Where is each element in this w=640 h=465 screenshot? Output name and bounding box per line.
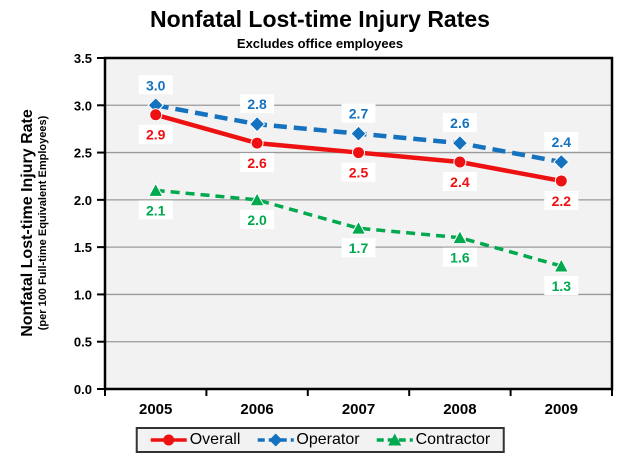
x-tick-label-2008: 2008	[443, 401, 476, 418]
data-label-overall-2005: 2.9	[146, 127, 166, 143]
data-label-operator-2005: 3.0	[146, 77, 166, 93]
data-label-operator-2007: 2.7	[349, 106, 369, 122]
data-label-box-operator-2005	[138, 75, 173, 95]
x-tick-label-2006: 2006	[240, 401, 273, 418]
marker-overall-2005	[149, 108, 163, 122]
marker-operator-2009	[553, 153, 570, 171]
y-tick-label-1.0: 1.0	[74, 287, 92, 302]
data-label-box-overall-2009	[544, 190, 579, 210]
y-tick-label-1.5: 1.5	[74, 240, 92, 255]
data-label-overall-2009: 2.2	[552, 193, 572, 209]
data-label-box-overall-2005	[138, 124, 173, 144]
marker-contractor-2009	[553, 258, 570, 273]
legend-entry-overall: Overall	[150, 431, 241, 449]
x-tick-label-2007: 2007	[342, 401, 375, 418]
marker-operator-2007	[350, 125, 367, 142]
legend-marker-operator-icon	[257, 433, 294, 447]
marker-contractor-2007	[350, 220, 367, 235]
y-tick-label-2.5: 2.5	[74, 146, 92, 161]
data-label-operator-2008: 2.6	[450, 115, 470, 131]
data-label-operator-2009: 2.4	[552, 134, 572, 150]
data-label-box-overall-2008	[442, 172, 477, 192]
marker-operator-2008	[451, 134, 469, 152]
marker-contractor-2008	[452, 229, 468, 245]
series-line-contractor	[155, 188, 562, 268]
marker-overall-2007	[352, 146, 365, 160]
legend-entry-operator: Operator	[256, 431, 360, 449]
data-label-box-operator-2007	[341, 103, 376, 123]
data-label-box-overall-2007	[341, 162, 376, 182]
data-label-box-contractor-2005	[138, 200, 173, 220]
data-label-box-operator-2009	[544, 132, 579, 152]
data-label-box-contractor-2006	[240, 209, 275, 229]
data-label-contractor-2005: 2.1	[146, 202, 166, 218]
legend: Overall Operator Contractor	[135, 427, 505, 453]
marker-overall-2006	[250, 136, 264, 150]
data-label-contractor-2006: 2.0	[247, 212, 267, 228]
data-label-overall-2008: 2.4	[450, 174, 470, 190]
y-tick-label-0.5: 0.5	[74, 335, 92, 350]
legend-label-operator: Operator	[296, 431, 360, 448]
data-label-overall-2006: 2.6	[247, 155, 267, 171]
data-label-box-contractor-2007	[341, 238, 376, 258]
plot-border	[103, 56, 614, 391]
y-tick-label-2.0: 2.0	[74, 193, 92, 208]
data-label-box-overall-2006	[240, 153, 275, 173]
chart-title: Nonfatal Lost-time Injury Rates	[150, 6, 490, 32]
legend-marker-overall-icon	[150, 434, 187, 446]
data-label-overall-2007: 2.5	[349, 165, 369, 181]
legend-marker-contractor-icon	[376, 433, 413, 446]
data-label-box-contractor-2009	[544, 276, 579, 296]
marker-overall-2008	[453, 155, 467, 169]
data-label-box-operator-2008	[442, 113, 477, 133]
data-label-contractor-2008: 1.6	[450, 250, 470, 266]
marker-overall-2009	[554, 174, 568, 188]
data-label-contractor-2007: 1.7	[349, 240, 369, 256]
legend-entry-contractor: Contractor	[376, 431, 491, 449]
data-label-box-operator-2006	[240, 94, 275, 114]
data-label-contractor-2009: 1.3	[552, 278, 572, 294]
chart-subtitle: Excludes office employees	[236, 36, 404, 51]
y-tick-label-0.0: 0.0	[74, 382, 92, 397]
y-tick-label-3.5: 3.5	[74, 51, 92, 66]
data-label-operator-2006: 2.8	[247, 96, 267, 112]
y-tick-label-3.0: 3.0	[74, 98, 92, 113]
marker-contractor-2006	[249, 191, 265, 207]
legend-label-contractor: Contractor	[415, 431, 491, 448]
legend-label-overall: Overall	[189, 431, 241, 448]
data-label-box-contractor-2008	[442, 247, 477, 267]
x-tick-label-2009: 2009	[545, 401, 578, 418]
marker-contractor-2005	[147, 182, 164, 197]
marker-operator-2006	[248, 115, 266, 133]
x-tick-label-2005: 2005	[139, 401, 172, 418]
